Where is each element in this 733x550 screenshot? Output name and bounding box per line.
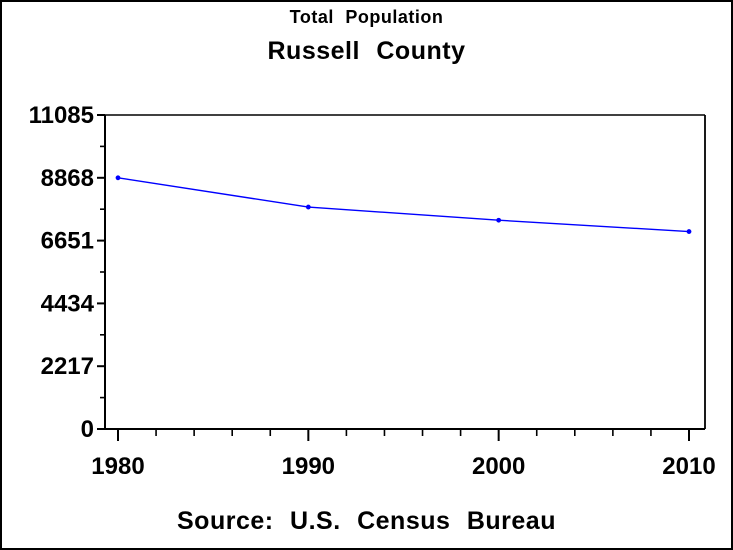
y-tick-label: 0 xyxy=(81,416,94,443)
y-tick-label: 11085 xyxy=(29,102,94,129)
x-tick-label: 2010 xyxy=(662,453,715,480)
chart-subtitle: Russell County xyxy=(267,37,466,65)
data-point xyxy=(496,217,502,223)
data-point xyxy=(305,204,311,210)
data-point xyxy=(686,229,692,234)
x-tick-label: 1980 xyxy=(91,453,144,480)
data-line xyxy=(117,177,690,233)
y-tick-label: 2217 xyxy=(41,353,94,380)
chart-title: Total Population xyxy=(289,7,444,27)
y-tick-label: 8868 xyxy=(41,165,94,192)
data-point xyxy=(115,175,121,181)
y-tick-label: 4434 xyxy=(41,290,95,317)
x-tick-label: 2000 xyxy=(472,453,525,480)
y-tick-label: 6651 xyxy=(41,228,94,255)
source-note: Source: U.S. Census Bureau xyxy=(177,507,556,535)
x-tick-label: 1990 xyxy=(282,453,335,480)
